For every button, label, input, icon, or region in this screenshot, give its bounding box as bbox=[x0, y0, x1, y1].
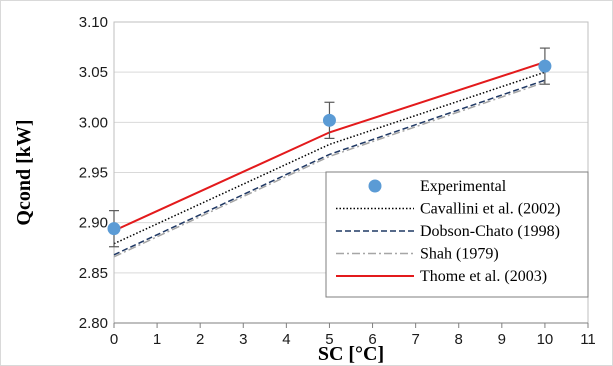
y-tick-label: 2.80 bbox=[79, 315, 108, 332]
y-tick-label: 2.85 bbox=[79, 265, 108, 282]
series-line-3 bbox=[113, 81, 546, 258]
legend-label-2: Dobson-Chato (1998) bbox=[420, 223, 560, 240]
data-point-experimental bbox=[538, 59, 552, 73]
x-axis-title: SC [°C] bbox=[318, 343, 384, 365]
x-tick-label: 7 bbox=[411, 331, 419, 348]
y-tick-label: 2.90 bbox=[79, 215, 108, 232]
data-point-experimental bbox=[107, 222, 121, 236]
legend-label-4: Thome et al. (2003) bbox=[420, 268, 547, 285]
series-line-2 bbox=[113, 79, 546, 256]
series-line-1 bbox=[113, 71, 546, 245]
y-tick-label: 3.10 bbox=[79, 14, 108, 31]
x-tick-label: 2 bbox=[196, 331, 204, 348]
data-point-experimental bbox=[322, 113, 336, 127]
legend-label-3: Shah (1979) bbox=[420, 246, 499, 263]
x-tick-label: 9 bbox=[498, 331, 506, 348]
x-tick-label: 11 bbox=[580, 331, 596, 348]
x-tick-label: 1 bbox=[153, 331, 161, 348]
legend-marker-0 bbox=[368, 179, 382, 193]
legend: Experimental Cavallini et al. (2002) Dobso… bbox=[325, 171, 589, 298]
x-tick-label: 0 bbox=[110, 331, 118, 348]
y-tick-label: 3.05 bbox=[79, 64, 108, 81]
x-tick-label: 10 bbox=[537, 331, 554, 348]
x-tick-label: 4 bbox=[282, 331, 290, 348]
legend-label-1: Cavallini et al. (2002) bbox=[420, 201, 560, 218]
x-tick-label: 6 bbox=[368, 331, 376, 348]
x-tick-label: 5 bbox=[325, 331, 333, 348]
y-tick-label: 3.00 bbox=[79, 114, 108, 131]
y-axis-title: Qcond [kW] bbox=[13, 119, 35, 225]
y-tick-label: 2.95 bbox=[79, 165, 108, 182]
x-tick-label: 8 bbox=[455, 331, 463, 348]
series-layer bbox=[107, 47, 552, 258]
axis-layer: 2.80 2.85 2.90 2.95 3.00 3.05 3.10 0 1 2 3 4 5 6 7 8 9 10… bbox=[79, 14, 596, 348]
legend-label-0: Experimental bbox=[420, 178, 507, 195]
x-tick-label: 3 bbox=[239, 331, 247, 348]
